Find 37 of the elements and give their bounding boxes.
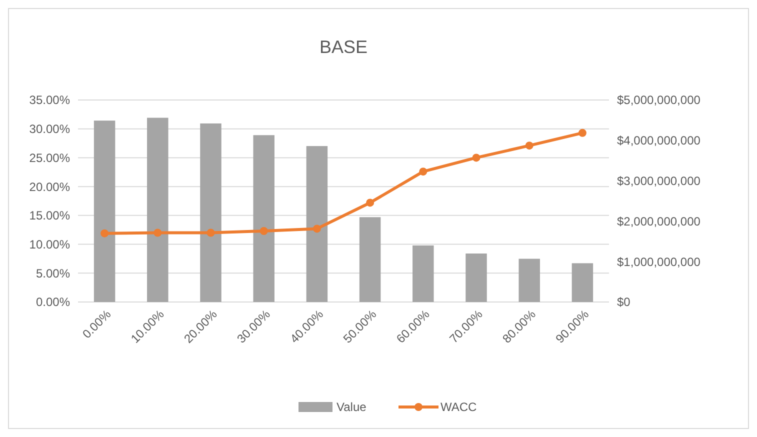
y2-tick-label: $1,000,000,000	[617, 254, 701, 269]
y-tick-label: 20.00%	[29, 180, 70, 194]
y2-tick-label: $0	[617, 295, 631, 310]
point	[525, 142, 534, 150]
point	[578, 128, 586, 137]
point	[366, 198, 374, 207]
y2-tick-label: $3,000,000,000	[617, 174, 701, 188]
bar	[518, 258, 540, 302]
bar	[359, 217, 381, 302]
y2-tick-label: $2,000,000,000	[617, 214, 701, 228]
y-tick-label: 10.00%	[29, 237, 70, 252]
bar	[572, 263, 594, 302]
point	[312, 224, 321, 233]
point	[419, 168, 428, 176]
bar	[412, 245, 434, 302]
point	[154, 228, 162, 237]
y2-tick-label: $5,000,000,000	[617, 93, 701, 108]
chart-title: BASE	[319, 37, 368, 57]
y2-tick-label: $4,000,000,000	[617, 134, 701, 148]
y-tick-label: 30.00%	[29, 122, 70, 136]
point	[100, 229, 109, 238]
legend-label: WACC	[440, 400, 478, 414]
y-tick-label: 15.00%	[29, 208, 70, 223]
y-tick-label: 0.00%	[36, 295, 70, 310]
bar	[466, 254, 487, 302]
bar	[200, 123, 222, 302]
y-tick-label: 5.00%	[36, 266, 70, 280]
bar	[94, 120, 116, 302]
bar	[147, 118, 168, 302]
legend-label: Value	[336, 400, 367, 414]
point	[472, 154, 480, 162]
y-tick-label: 35.00%	[29, 93, 70, 108]
point	[260, 227, 268, 236]
bar	[253, 135, 274, 302]
point	[206, 228, 215, 237]
bar	[306, 146, 328, 302]
y-tick-label: 25.00%	[29, 150, 70, 165]
